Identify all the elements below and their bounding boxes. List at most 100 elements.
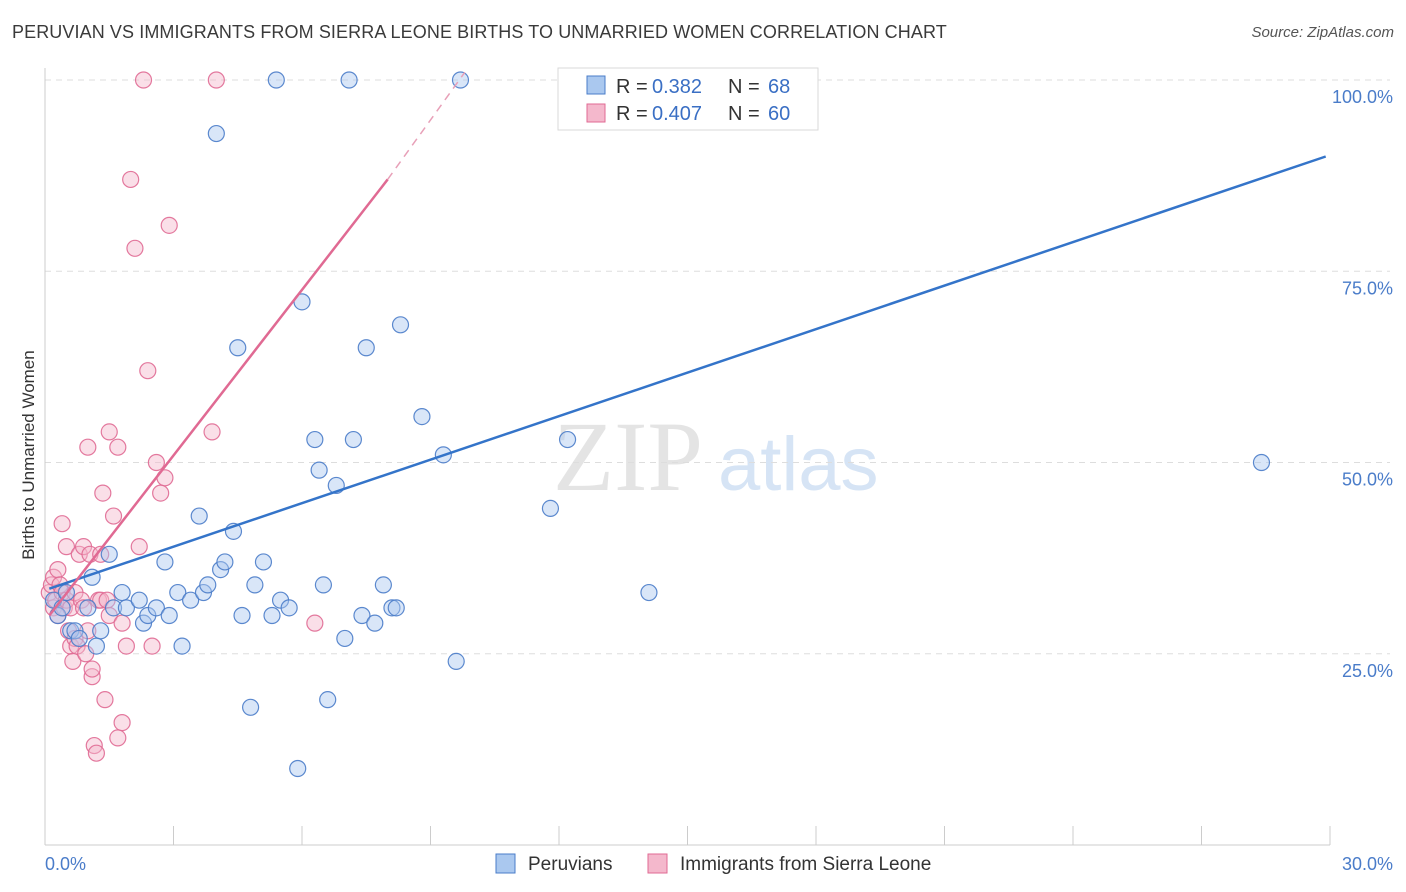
data-point [190,507,208,525]
data-point [156,553,174,571]
data-point [242,698,260,716]
data-point [344,430,362,449]
data-point [640,583,658,602]
data-point [53,515,71,533]
trend-line-sierra-leone [48,178,389,617]
data-point [87,637,106,655]
data-point [113,583,131,602]
data-point [87,744,106,762]
data-point [233,606,251,625]
trend-line-sierra-leone-extension [387,71,466,180]
data-point [96,691,114,709]
data-point [160,216,178,234]
y-tick-label: 25.0% [1342,661,1393,681]
data-point [199,576,217,594]
legend-n-label: N = [728,103,760,125]
data-point [254,553,273,571]
trend-lines [48,71,1327,617]
data-point [92,622,110,640]
data-point [117,637,135,655]
x-tick-label: 30.0% [1342,854,1393,874]
data-point [374,576,392,594]
data-point [104,507,123,525]
legend-n-value: 60 [768,103,790,125]
legend-r-value: 0.407 [652,103,702,125]
data-point [541,499,560,517]
chart-source: Source: ZipAtlas.com [1251,24,1394,41]
data-point [216,553,234,571]
data-point [314,576,333,594]
legend-r-label: R = [616,76,648,98]
data-point [79,438,97,456]
chart-title: PERUVIAN VS IMMIGRANTS FROM SIERRA LEONE… [12,22,947,42]
data-point [113,713,131,732]
data-point [383,599,401,617]
data-point [310,461,328,479]
data-point [267,71,285,89]
y-tick-label: 50.0% [1342,470,1393,490]
data-point [413,408,431,426]
data-point [134,71,153,89]
correlation-legend: R = 0.382 N = 68 R = 0.407 N = 60 [557,67,819,131]
data-point [70,629,88,648]
data-point [336,629,354,648]
data-point [319,691,337,709]
data-point [203,423,221,441]
legend-label-sierra-leone: Immigrants from Sierra Leone [680,854,931,875]
data-point [289,759,307,778]
data-point [391,316,410,334]
data-point [57,538,76,556]
data-point [100,545,118,563]
y-axis-label: Births to Unmarried Women [19,350,38,559]
data-point [152,484,170,502]
data-point [357,339,375,357]
data-point [447,652,465,671]
data-point [130,591,148,609]
data-point [94,484,112,502]
data-point [147,599,165,617]
data-point [117,599,135,617]
data-point [207,71,225,89]
legend-r-value: 0.382 [652,76,702,98]
data-point [207,124,225,143]
data-point [246,576,264,594]
data-point [100,423,118,441]
data-point [306,614,324,632]
series-legend: Peruvians Immigrants from Sierra Leone [495,853,931,875]
data-point [366,614,384,632]
legend-n-value: 68 [768,76,790,98]
data-point [306,430,324,449]
data-point [92,591,110,609]
watermark-atlas: atlas [718,422,879,507]
data-point [353,606,371,625]
data-point [109,729,127,747]
legend-swatch-sierra-leone [647,853,668,874]
data-point [122,170,140,189]
data-point [173,637,191,655]
watermark-zip: ZIP [553,401,703,512]
x-tick-labels: 0.0% 30.0% [45,854,1393,874]
data-point [104,599,123,617]
data-point [79,599,97,617]
x-tick-label: 0.0% [45,854,86,874]
trend-line-peruvians [48,155,1327,590]
data-point [169,583,187,602]
data-point [49,560,67,579]
data-point [139,362,157,380]
data-point [340,71,358,89]
data-point [143,637,161,655]
data-point [130,538,148,556]
legend-label-peruvians: Peruvians [528,854,613,875]
grid-lines [45,79,1390,655]
legend-swatch-peruvians [495,853,516,874]
series-sierra-leone [40,71,324,762]
data-point [229,339,247,357]
legend-swatch-blue [586,75,606,95]
axes [44,68,1331,846]
y-tick-label: 100.0% [1332,87,1393,107]
data-point [160,606,178,625]
data-point [280,599,298,617]
legend-n-label: N = [728,76,760,98]
data-point [109,438,127,456]
